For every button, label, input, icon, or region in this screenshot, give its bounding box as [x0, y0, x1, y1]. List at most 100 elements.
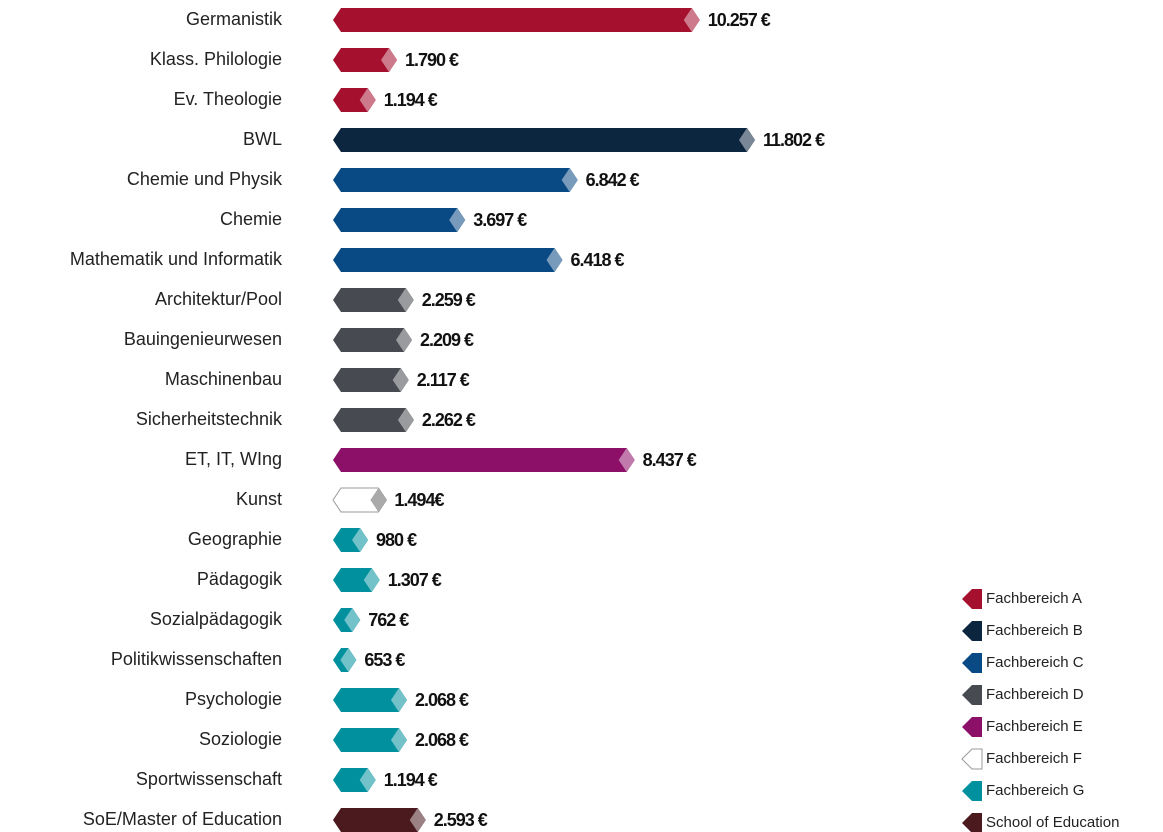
value-label: 1.307 € [388, 570, 442, 590]
category-label: Pädagogik [197, 569, 283, 589]
legend-label: Fachbereich E [986, 718, 1083, 735]
bar-tip-highlight [352, 528, 369, 552]
category-label: Psychologie [185, 689, 282, 709]
legend-swatch [962, 781, 982, 801]
bar-tip [449, 208, 466, 232]
category-label: Soziologie [199, 729, 282, 749]
legend-label: Fachbereich A [986, 590, 1082, 607]
value-label: 2.259 € [422, 290, 476, 310]
bar-tip-highlight [381, 48, 398, 72]
category-label: Chemie [220, 209, 282, 229]
category-label: ET, IT, WIng [185, 449, 282, 469]
bar [333, 368, 409, 392]
value-label: 1.194 € [384, 90, 438, 110]
bar-tip-highlight [397, 288, 414, 312]
legend-label: Fachbereich F [986, 750, 1082, 767]
bar-tip-highlight [618, 448, 635, 472]
category-label: Mathematik und Informatik [70, 249, 283, 269]
bar-tip-highlight [390, 728, 407, 752]
bar-tip [370, 488, 387, 512]
category-label: Kunst [236, 489, 282, 509]
bar-tip-highlight [683, 8, 700, 32]
value-label: 2.262 € [422, 410, 476, 430]
bar-tip [561, 168, 578, 192]
category-label: Germanistik [186, 9, 283, 29]
bar [333, 408, 414, 432]
bar-tip-highlight [392, 368, 409, 392]
category-label: Maschinenbau [165, 369, 282, 389]
legend-swatch [962, 685, 982, 705]
category-label: Chemie und Physik [127, 169, 283, 189]
bar [333, 448, 635, 472]
bar-tip [397, 288, 414, 312]
category-label: Sozialpädagogik [150, 609, 283, 629]
legend-swatch [962, 589, 982, 609]
legend-swatch [961, 748, 983, 770]
value-label: 8.437 € [643, 450, 697, 470]
bar [333, 208, 466, 232]
value-label: 10.257 € [708, 10, 771, 30]
value-label: 6.418 € [570, 250, 624, 270]
value-label: 11.802 € [763, 130, 825, 150]
value-label: 1.790 € [405, 50, 459, 70]
legend-label: Fachbereich G [986, 782, 1084, 799]
bar-tip [340, 648, 357, 672]
bar [333, 728, 407, 752]
bar-tip-highlight [395, 328, 412, 352]
category-label: Geographie [188, 529, 282, 549]
bar-tip [546, 248, 563, 272]
category-label: Sportwissenschaft [136, 769, 282, 789]
bar-tip [618, 448, 635, 472]
value-label: 2.209 € [420, 330, 474, 350]
legend-label: Fachbereich D [986, 686, 1084, 703]
value-label: 762 € [368, 610, 409, 630]
legend-label: Fachbereich B [986, 622, 1083, 639]
bar-tip [359, 768, 376, 792]
bar-tip [390, 728, 407, 752]
bar-tip [359, 88, 376, 112]
value-label: 2.068 € [415, 730, 469, 750]
legend-label: Fachbereich C [986, 654, 1084, 671]
value-label: 2.117 € [417, 370, 470, 390]
category-label: SoE/Master of Education [83, 809, 282, 829]
category-label: Architektur/Pool [155, 289, 282, 309]
bar-tip-highlight [561, 168, 578, 192]
legend-swatch [962, 813, 982, 832]
bar [333, 288, 414, 312]
bar-tip-highlight [409, 808, 426, 832]
bar [333, 808, 426, 832]
bar [333, 688, 407, 712]
value-label: 1.194 € [384, 770, 438, 790]
bar-tip-highlight [739, 128, 755, 152]
bar-tip [363, 568, 380, 592]
value-label: 653 € [364, 650, 405, 670]
bar [333, 48, 398, 72]
value-label: 2.068 € [415, 690, 469, 710]
bar [333, 128, 755, 152]
bar [333, 168, 578, 192]
bar-tip [739, 128, 755, 152]
legend-label: School of Education [986, 814, 1119, 831]
category-label: BWL [243, 129, 282, 149]
category-label: Ev. Theologie [174, 89, 282, 109]
category-label: Sicherheitstechnik [136, 409, 283, 429]
bar-tip [392, 368, 409, 392]
value-label: 2.593 € [434, 810, 488, 830]
legend-swatch [962, 621, 982, 641]
bar-tip-highlight [359, 88, 376, 112]
bar-tip-highlight [363, 568, 380, 592]
category-label: Klass. Philologie [150, 49, 282, 69]
legend-swatch [962, 717, 982, 737]
bar-tip-highlight [397, 408, 414, 432]
bar-tip-highlight [390, 688, 407, 712]
bar-tip [381, 48, 398, 72]
bar-tip [352, 528, 369, 552]
bar [333, 248, 563, 272]
value-label: 6.842 € [586, 170, 640, 190]
value-label: 980 € [376, 530, 417, 550]
bar-tip-highlight [344, 608, 361, 632]
value-label: 1.494€ [394, 490, 444, 510]
bar-tip-highlight [359, 768, 376, 792]
bar-tip-highlight [449, 208, 466, 232]
